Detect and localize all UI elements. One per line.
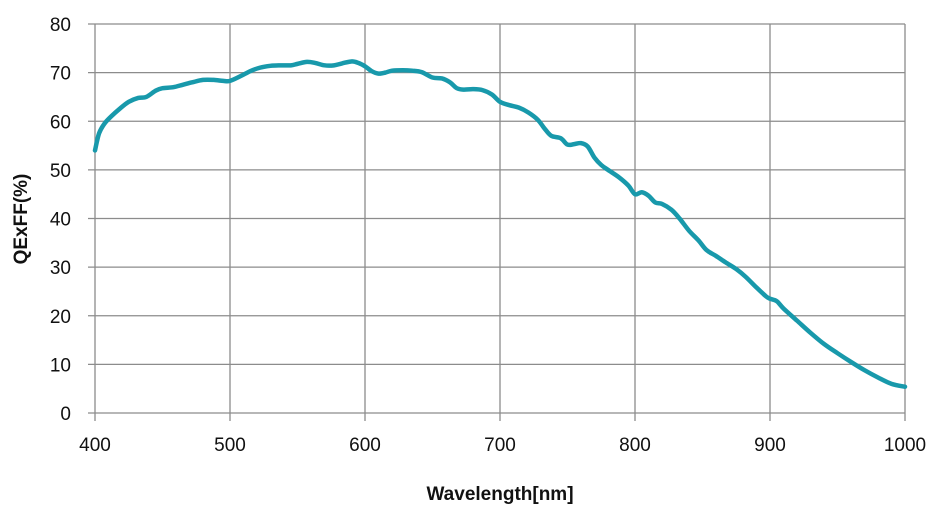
grid-lines bbox=[88, 23, 906, 421]
x-axis-title: Wavelength[nm] bbox=[426, 484, 573, 505]
tick-labels: 400 500 600 700 800 900 1000 0 10 20 30 40 50 60 70 80 bbox=[50, 15, 926, 456]
y-tick-label: 50 bbox=[50, 161, 71, 182]
y-tick-label: 70 bbox=[50, 64, 71, 85]
y-tick-label: 10 bbox=[50, 355, 71, 376]
y-axis-title: QExFF(%) bbox=[11, 174, 32, 265]
y-tick-label: 20 bbox=[50, 307, 71, 328]
series-layer bbox=[92, 59, 908, 389]
y-tick-label: 40 bbox=[50, 210, 71, 231]
x-tick-label: 600 bbox=[349, 435, 381, 456]
x-tick-label: 700 bbox=[484, 435, 516, 456]
x-tick-label: 800 bbox=[619, 435, 651, 456]
x-tick-label: 500 bbox=[214, 435, 246, 456]
x-tick-label: 900 bbox=[754, 435, 786, 456]
series-line-0 bbox=[92, 59, 908, 389]
x-tick-label: 400 bbox=[79, 435, 111, 456]
y-tick-label: 60 bbox=[50, 112, 71, 133]
y-tick-label: 30 bbox=[50, 258, 71, 279]
y-tick-label: 80 bbox=[50, 15, 71, 36]
y-tick-label: 0 bbox=[60, 404, 71, 425]
x-tick-label: 1000 bbox=[884, 435, 926, 456]
